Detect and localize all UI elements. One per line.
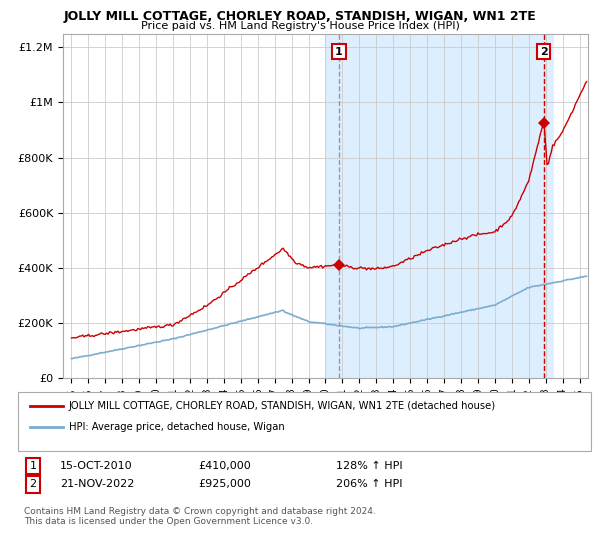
Text: £925,000: £925,000 [198, 479, 251, 489]
Text: JOLLY MILL COTTAGE, CHORLEY ROAD, STANDISH, WIGAN, WN1 2TE (detached house): JOLLY MILL COTTAGE, CHORLEY ROAD, STANDI… [69, 401, 496, 411]
Text: 15-OCT-2010: 15-OCT-2010 [60, 461, 133, 471]
Text: JOLLY MILL COTTAGE, CHORLEY ROAD, STANDISH, WIGAN, WN1 2TE: JOLLY MILL COTTAGE, CHORLEY ROAD, STANDI… [64, 10, 536, 23]
Text: £410,000: £410,000 [198, 461, 251, 471]
Text: 2: 2 [29, 479, 37, 489]
Bar [325, 34, 554, 378]
Text: Price paid vs. HM Land Registry's House Price Index (HPI): Price paid vs. HM Land Registry's House … [140, 21, 460, 31]
Text: 2: 2 [540, 46, 548, 57]
Text: 206% ↑ HPI: 206% ↑ HPI [336, 479, 403, 489]
Text: HPI: Average price, detached house, Wigan: HPI: Average price, detached house, Wiga… [69, 422, 285, 432]
Text: Contains HM Land Registry data © Crown copyright and database right 2024.
This d: Contains HM Land Registry data © Crown c… [24, 507, 376, 526]
Text: 1: 1 [29, 461, 37, 471]
Text: 128% ↑ HPI: 128% ↑ HPI [336, 461, 403, 471]
Text: 21-NOV-2022: 21-NOV-2022 [60, 479, 134, 489]
Text: 1: 1 [335, 46, 343, 57]
